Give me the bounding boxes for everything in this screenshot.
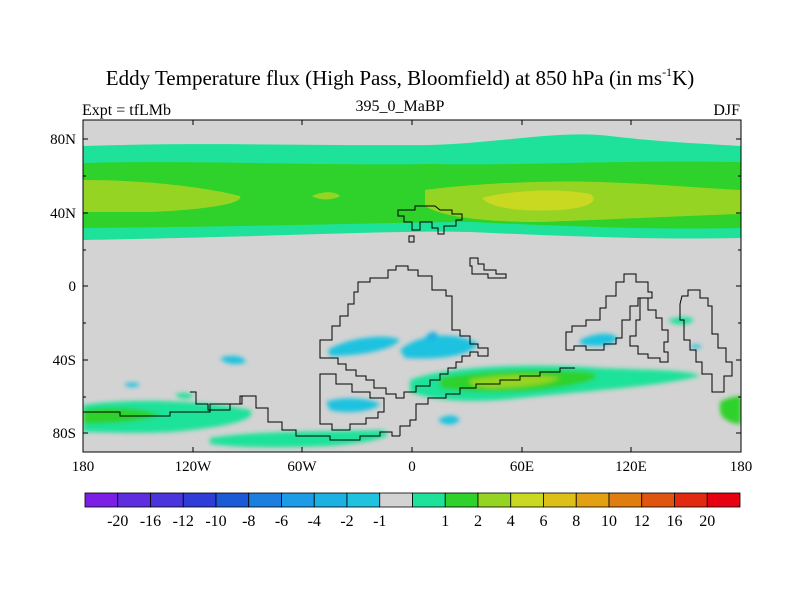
coast-antarctica-east bbox=[399, 367, 575, 436]
colorbar-label: -1 bbox=[373, 513, 386, 530]
colorbar-swatch bbox=[608, 492, 643, 508]
colorbar-label: -10 bbox=[205, 513, 226, 530]
lon-label-180e: 180 bbox=[730, 459, 753, 475]
colorbar-label: 10 bbox=[601, 513, 617, 530]
season-label: DJF bbox=[713, 102, 740, 119]
neg-patch-pacific-west bbox=[220, 355, 246, 365]
coast-north-america-south bbox=[190, 391, 252, 411]
south-track-small-green bbox=[668, 317, 694, 325]
colorbar-label: -8 bbox=[242, 513, 255, 530]
lat-label-80n: 80N bbox=[50, 132, 76, 148]
colorbar-swatch bbox=[281, 492, 315, 508]
coast-europe-island bbox=[408, 235, 415, 243]
colorbar-swatch bbox=[641, 492, 675, 508]
colorbar-swatch bbox=[84, 492, 119, 508]
coast-africa bbox=[319, 265, 489, 399]
colorbar-label: 2 bbox=[474, 513, 482, 530]
neg-patch-africa-core bbox=[425, 331, 438, 341]
colorbar-label: 8 bbox=[572, 513, 580, 530]
lon-label-60e: 60E bbox=[510, 459, 534, 475]
colorbar-swatch bbox=[477, 492, 512, 508]
colorbar-swatch bbox=[215, 492, 250, 508]
neg-patch-tiny bbox=[690, 344, 702, 349]
plot-title-end: K) bbox=[672, 66, 695, 90]
colorbar-label: -16 bbox=[140, 513, 161, 530]
lat-label-40n: 40N bbox=[50, 206, 76, 222]
lon-label-120e: 120E bbox=[615, 459, 647, 475]
colorbar-swatch bbox=[444, 492, 479, 508]
neg-patch-atlantic-2 bbox=[326, 398, 380, 412]
colorbar-label: 4 bbox=[507, 513, 515, 530]
north-band-level4-core bbox=[482, 190, 594, 211]
south-track-main-core2 bbox=[469, 375, 560, 388]
colorbar-label: -12 bbox=[173, 513, 194, 530]
south-track-east-edge bbox=[720, 396, 741, 424]
colorbar-swatch bbox=[248, 492, 282, 508]
lon-label-60w: 60W bbox=[287, 459, 317, 475]
coast-india bbox=[565, 273, 653, 351]
coast-southeast-asia bbox=[629, 297, 669, 363]
lon-ticks bbox=[192, 120, 632, 452]
colorbar-swatch bbox=[379, 492, 413, 508]
colorbar-swatch bbox=[150, 492, 184, 508]
colorbar-labels: -20 -16 -12 -10 -8 -6 -4 -2 -1 1 2 4 6 8 10 12 16 20 bbox=[107, 513, 715, 530]
colorbar-label: 12 bbox=[634, 513, 650, 530]
coast-south-america bbox=[319, 373, 385, 431]
south-track-southern-ocean bbox=[210, 430, 388, 448]
neg-patch-africa bbox=[400, 335, 478, 359]
lat-label-0: 0 bbox=[69, 279, 77, 295]
coast-australia bbox=[679, 289, 733, 393]
colorbar-swatch bbox=[346, 492, 381, 508]
plot-title: Eddy Temperature flux (High Pass, Bloomf… bbox=[0, 66, 800, 91]
coast-europe-north bbox=[397, 205, 463, 235]
lat-ticks bbox=[83, 138, 741, 434]
colorbar-label: -2 bbox=[340, 513, 353, 530]
colorbar-label: 20 bbox=[699, 513, 715, 530]
colorbar-swatch bbox=[543, 492, 577, 508]
colorbar-swatch bbox=[510, 492, 544, 508]
coast-antarctica bbox=[83, 395, 400, 441]
colorbar-swatch bbox=[674, 492, 708, 508]
run-name-label: 395_0_MaBP bbox=[355, 98, 445, 115]
experiment-label: Expt = tfLMb bbox=[82, 102, 172, 119]
colorbar-swatch bbox=[412, 492, 446, 508]
lon-label-180w: 180 bbox=[72, 459, 95, 475]
colorbar-swatch bbox=[706, 492, 741, 508]
colorbar-label: 1 bbox=[441, 513, 449, 530]
colorbar-swatch bbox=[575, 492, 610, 508]
neg-patch-indian bbox=[580, 333, 618, 346]
coast-asia-fragment bbox=[469, 257, 507, 279]
coastlines bbox=[83, 205, 733, 441]
plot-title-superscript: -1 bbox=[662, 65, 673, 79]
lon-label-0: 0 bbox=[408, 459, 416, 475]
north-band-level3-west bbox=[83, 180, 241, 212]
plot-title-main: Eddy Temperature flux (High Pass, Bloomf… bbox=[105, 66, 663, 90]
south-track-small-green2 bbox=[175, 392, 194, 399]
neg-patch-small bbox=[124, 382, 140, 388]
lat-label-40s: 40S bbox=[53, 353, 76, 369]
colorbar-label: -4 bbox=[308, 513, 321, 530]
colorbar bbox=[84, 492, 741, 508]
colorbar-swatch bbox=[117, 492, 151, 508]
colorbar-swatch bbox=[313, 492, 348, 508]
colorbar-label: -6 bbox=[275, 513, 288, 530]
colorbar-label: 6 bbox=[540, 513, 548, 530]
neg-patch-atlantic-1 bbox=[328, 336, 400, 356]
colorbar-swatch bbox=[182, 492, 217, 508]
lat-label-80s: 80S bbox=[53, 426, 76, 442]
north-band-level3-blob bbox=[312, 192, 340, 200]
lon-label-120w: 120W bbox=[175, 459, 213, 475]
colorbar-label: 16 bbox=[667, 513, 683, 530]
neg-patch-south-atlantic bbox=[438, 415, 460, 425]
colorbar-label: -20 bbox=[107, 513, 128, 530]
